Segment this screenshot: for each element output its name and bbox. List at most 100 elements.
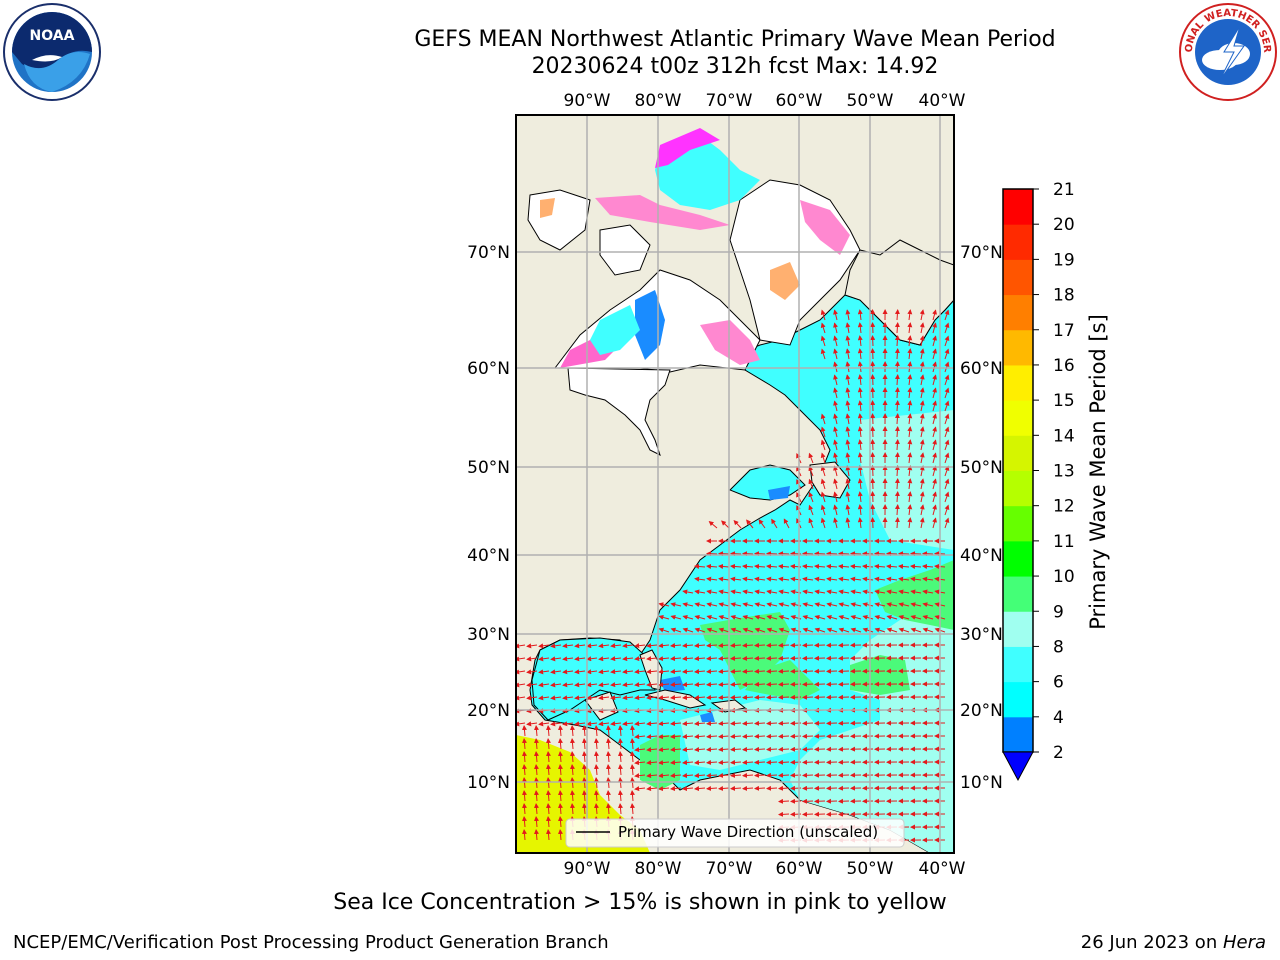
wave-direction-arrow xyxy=(870,361,876,373)
arctic-magenta-edge xyxy=(655,128,720,168)
noaa-logo-text: NOAA xyxy=(30,28,75,44)
wave-direction-arrow xyxy=(944,322,950,334)
wave-direction-arrow xyxy=(907,491,913,503)
wave-direction-arrow xyxy=(730,614,742,620)
wave-direction-arrow xyxy=(569,803,575,815)
lon-labels-bottom: 90°W 80°W 70°W 60°W 50°W 40°W xyxy=(564,859,966,879)
colorbar-segment xyxy=(1003,435,1033,471)
lat-label: 20°N xyxy=(960,701,1003,721)
wave-direction-arrow xyxy=(802,627,814,633)
wave-direction-arrow xyxy=(766,551,778,557)
wave-direction-arrow xyxy=(802,733,814,739)
wave-direction-arrow xyxy=(721,520,730,529)
wave-direction-arrow xyxy=(754,563,766,569)
baffin-ice-pink-edge xyxy=(800,200,850,255)
wave-direction-arrow xyxy=(820,452,826,464)
wave-direction-arrow xyxy=(870,491,876,503)
wave-direction-arrow xyxy=(802,551,814,557)
wave-direction-arrow xyxy=(658,786,670,792)
colorbar-tick-label: 19 xyxy=(1053,250,1075,270)
wave-direction-arrow xyxy=(581,738,587,750)
wave-direction-arrow xyxy=(682,734,694,740)
wave-direction-arrow xyxy=(557,764,563,776)
wave-direction-arrow xyxy=(634,734,646,740)
wave-direction-arrow xyxy=(670,695,682,701)
nws-logo: NATIONAL WEATHER SERVICE xyxy=(1178,2,1277,101)
wave-direction-arrow xyxy=(646,643,658,649)
wave-direction-arrow xyxy=(874,576,886,582)
wave-direction-arrow xyxy=(857,504,863,516)
wave-direction-arrow xyxy=(944,400,950,412)
wave-direction-arrow xyxy=(833,387,838,399)
wave-direction-arrow xyxy=(778,602,790,608)
wave-direction-arrow xyxy=(730,759,742,765)
wave-direction-arrow xyxy=(718,668,730,674)
wave-direction-arrow xyxy=(605,790,611,802)
wave-direction-arrow xyxy=(833,361,838,373)
wave-direction-arrow xyxy=(802,798,814,804)
wave-direction-arrow xyxy=(682,602,694,608)
wave-direction-arrow xyxy=(593,738,599,750)
lat-label: 50°N xyxy=(960,458,1003,478)
lon-label: 80°W xyxy=(635,91,682,111)
wave-direction-arrow xyxy=(694,627,706,633)
wave-direction-arrow xyxy=(550,695,562,701)
wave-direction-arrow xyxy=(845,426,851,438)
wave-direction-arrow xyxy=(838,602,850,608)
lon-label: 50°W xyxy=(847,91,894,111)
wave-direction-arrow xyxy=(605,738,611,750)
wave-direction-arrow xyxy=(944,465,950,477)
wave-direction-arrow xyxy=(658,734,670,740)
wave-direction-arrow xyxy=(742,694,754,700)
wave-direction-arrow xyxy=(617,751,623,763)
yucatan xyxy=(584,691,619,721)
wave-direction-arrow xyxy=(857,322,863,334)
wave-direction-arrow xyxy=(718,720,730,726)
wave-direction-arrow xyxy=(944,478,950,490)
wave-direction-arrow xyxy=(919,491,925,503)
wave-direction-arrow xyxy=(586,695,598,701)
lat-label: 40°N xyxy=(467,546,510,566)
wave-direction-arrow xyxy=(708,520,718,529)
wave-direction-arrow xyxy=(730,563,742,569)
wave-direction-arrow xyxy=(545,829,551,841)
colorbar-segment xyxy=(1003,681,1033,718)
wave-direction-arrow xyxy=(766,642,778,648)
wave-direction-arrow xyxy=(850,614,862,620)
wave-direction-arrow xyxy=(533,790,539,802)
wave-direction-arrow xyxy=(718,681,730,687)
wave-direction-arrow xyxy=(857,361,863,373)
wave-direction-arrow xyxy=(538,682,550,688)
wave-direction-arrow xyxy=(802,681,814,687)
wave-direction-arrow xyxy=(706,733,718,739)
period-9-10s-patch xyxy=(745,660,820,700)
wave-direction-arrow xyxy=(581,751,587,763)
wave-direction-arrow xyxy=(862,627,874,633)
wave-direction-arrow xyxy=(838,614,850,620)
wave-direction-arrow xyxy=(610,656,622,662)
wave-direction-arrow xyxy=(569,725,575,737)
wave-direction-arrow xyxy=(845,400,851,412)
wave-direction-arrow xyxy=(833,478,838,490)
wave-direction-arrow xyxy=(634,682,646,688)
wave-direction-arrow xyxy=(820,426,826,438)
wave-direction-arrow xyxy=(646,773,658,779)
wave-direction-arrow xyxy=(833,504,838,516)
wave-direction-arrow xyxy=(670,682,682,688)
lon-label: 70°W xyxy=(706,859,753,879)
wave-direction-arrow xyxy=(894,517,900,529)
wave-direction-arrow xyxy=(593,725,599,737)
wave-direction-arrow xyxy=(742,668,754,674)
wave-direction-arrow xyxy=(754,668,766,674)
wave-direction-arrow xyxy=(682,695,694,701)
wave-direction-arrow xyxy=(919,374,925,386)
wave-direction-arrow xyxy=(658,602,670,608)
wave-direction-arrow xyxy=(569,764,575,776)
wave-direction-arrow xyxy=(910,589,922,595)
wave-direction-arrow xyxy=(857,374,863,386)
colorbar-segment xyxy=(1003,470,1033,507)
wave-direction-arrow xyxy=(820,309,826,321)
wave-direction-arrow xyxy=(718,627,730,633)
wave-direction-arrow xyxy=(771,518,778,529)
wave-direction-arrow xyxy=(826,551,838,557)
